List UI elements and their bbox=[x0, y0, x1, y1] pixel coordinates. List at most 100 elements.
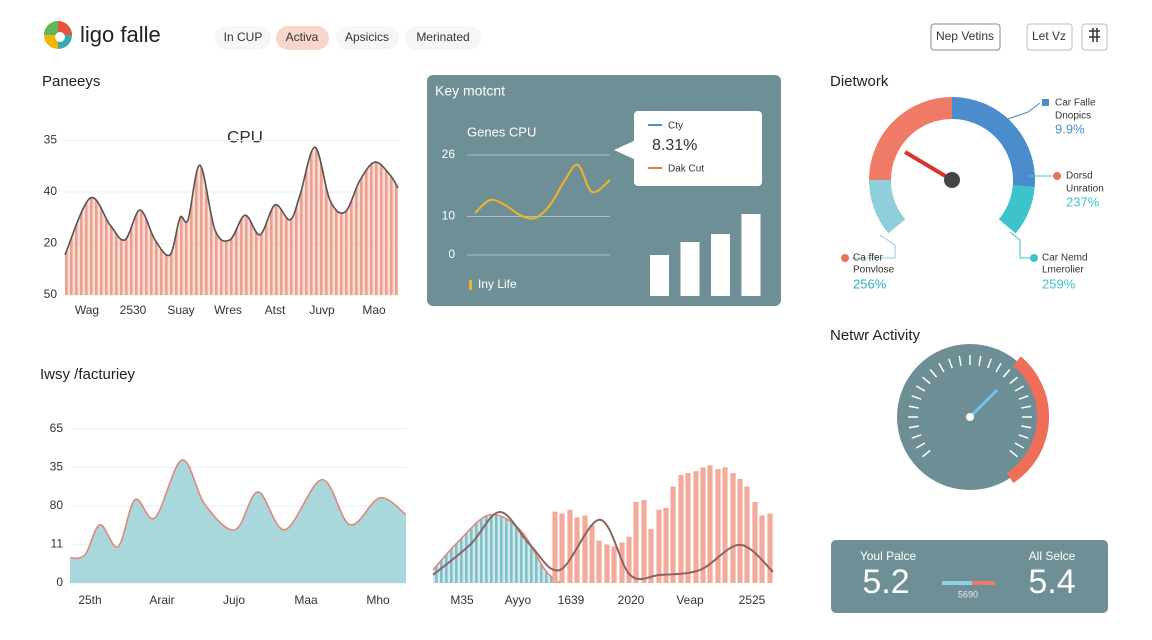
dial-tick bbox=[948, 358, 953, 369]
gauge-value: 256% bbox=[853, 276, 887, 291]
tab-bg bbox=[215, 26, 271, 50]
dial-tick bbox=[929, 369, 938, 378]
gauge-value: 237% bbox=[1066, 194, 1100, 209]
bar bbox=[693, 471, 699, 583]
leader-line bbox=[852, 234, 896, 259]
dial-tick bbox=[938, 362, 945, 373]
y-tick-label: 0 bbox=[448, 247, 455, 261]
section-heading: Iwsy /facturiey bbox=[40, 366, 136, 383]
x-tick-label: Mho bbox=[366, 593, 390, 607]
tab-label: Apsicics bbox=[345, 30, 389, 44]
x-tick-label: 2530 bbox=[120, 303, 147, 317]
bar bbox=[641, 500, 647, 583]
gauge: Car Falle Dnopics 9.9% Dorsd Unration 23… bbox=[841, 97, 1104, 291]
bar bbox=[741, 214, 761, 296]
slider-label: 5690 bbox=[958, 589, 978, 599]
bar bbox=[567, 509, 573, 583]
x-tick-label: Ayyo bbox=[505, 593, 532, 607]
section-heading: Paneeys bbox=[42, 73, 100, 90]
tab[interactable]: Merinated bbox=[405, 26, 481, 50]
bar bbox=[722, 467, 728, 583]
button-label: Nep Vetins bbox=[936, 29, 994, 43]
bar bbox=[711, 234, 730, 296]
x-tick-label: Mao bbox=[362, 303, 386, 317]
area bbox=[65, 147, 398, 295]
gauge-label: Ca ffer bbox=[853, 253, 883, 264]
dial-tick bbox=[1014, 385, 1025, 392]
gauge-needle bbox=[903, 150, 954, 182]
area-line bbox=[64, 146, 399, 257]
tooltip-value: 8.31% bbox=[652, 137, 697, 154]
bar bbox=[626, 536, 632, 583]
gauge-value: 259% bbox=[1042, 276, 1076, 291]
x-tick-label: Maa bbox=[294, 593, 318, 607]
bar bbox=[582, 515, 588, 583]
bar bbox=[715, 469, 721, 583]
y-tick-label: 26 bbox=[442, 147, 456, 161]
dial bbox=[897, 344, 1050, 490]
bar bbox=[574, 517, 580, 583]
dial-tick bbox=[922, 449, 931, 458]
bar bbox=[596, 540, 602, 583]
bar bbox=[633, 502, 639, 583]
x-tick-label: Wres bbox=[214, 303, 242, 317]
tooltip-series: Dak Cut bbox=[668, 164, 704, 175]
dial-tick bbox=[908, 425, 919, 429]
dial-needle bbox=[968, 388, 999, 419]
x-tick-label: 1639 bbox=[558, 593, 585, 607]
card-value: 5.2 bbox=[862, 563, 909, 601]
tab-bg bbox=[405, 26, 481, 50]
tab-label: Activa bbox=[286, 30, 319, 44]
gauge-segment bbox=[951, 97, 1035, 188]
tab[interactable]: Apsicics bbox=[336, 26, 399, 50]
y-tick-label: 65 bbox=[50, 421, 64, 435]
x-tick-label: 2525 bbox=[739, 593, 766, 607]
icon bbox=[1089, 28, 1100, 42]
button-bg bbox=[930, 23, 1001, 51]
y-tick-label: 35 bbox=[50, 459, 64, 473]
y-tick-label: 10 bbox=[442, 209, 456, 223]
dial-zone bbox=[1006, 356, 1050, 484]
bar bbox=[611, 546, 617, 583]
button[interactable]: Nep Vetins bbox=[930, 23, 1001, 51]
card-label: All Selce bbox=[1029, 549, 1076, 563]
logo-icon bbox=[55, 32, 65, 42]
icon-button[interactable] bbox=[1081, 23, 1108, 51]
x-tick-label: Atst bbox=[265, 303, 286, 317]
gauge-sublabel: Lmerolier bbox=[1042, 265, 1084, 276]
logo[interactable]: ligo falle bbox=[44, 21, 161, 49]
bar bbox=[700, 467, 706, 583]
legend-swatch bbox=[1030, 254, 1038, 262]
button[interactable]: Let Vz bbox=[1026, 23, 1073, 51]
area bbox=[70, 459, 406, 583]
dial-tick bbox=[987, 358, 992, 369]
tab-bg bbox=[336, 26, 399, 50]
dial-tick bbox=[911, 434, 922, 439]
tab-bg bbox=[276, 26, 329, 50]
bar bbox=[650, 255, 669, 296]
dial-tick bbox=[1009, 376, 1018, 385]
dial-tick bbox=[958, 355, 962, 366]
y-tick-label: 11 bbox=[51, 537, 64, 551]
gauge-segment bbox=[869, 97, 953, 181]
bar bbox=[648, 529, 654, 583]
tab[interactable]: Activa bbox=[276, 26, 329, 50]
x-tick-label: 25th bbox=[78, 593, 101, 607]
bar bbox=[663, 507, 669, 583]
gauge-sublabel: Dnopics bbox=[1055, 111, 1091, 122]
gauge-sublabel: Unration bbox=[1066, 184, 1104, 195]
logo-text: ligo falle bbox=[80, 22, 161, 47]
tab[interactable]: In CUP bbox=[215, 26, 271, 50]
x-tick-label: M35 bbox=[450, 593, 474, 607]
area-line bbox=[432, 513, 561, 584]
dial-tick bbox=[1009, 449, 1018, 458]
bar bbox=[589, 525, 595, 583]
line bbox=[474, 163, 611, 220]
gauge-value: 9.9% bbox=[1055, 121, 1085, 136]
tooltip: Cty 8.31% Dak Cut bbox=[614, 111, 762, 186]
y-tick-label: 35 bbox=[44, 133, 58, 147]
x-tick-label: Veap bbox=[676, 593, 704, 607]
gauge-label: Car Falle bbox=[1055, 98, 1096, 109]
bar bbox=[678, 475, 684, 583]
bar bbox=[604, 544, 610, 583]
